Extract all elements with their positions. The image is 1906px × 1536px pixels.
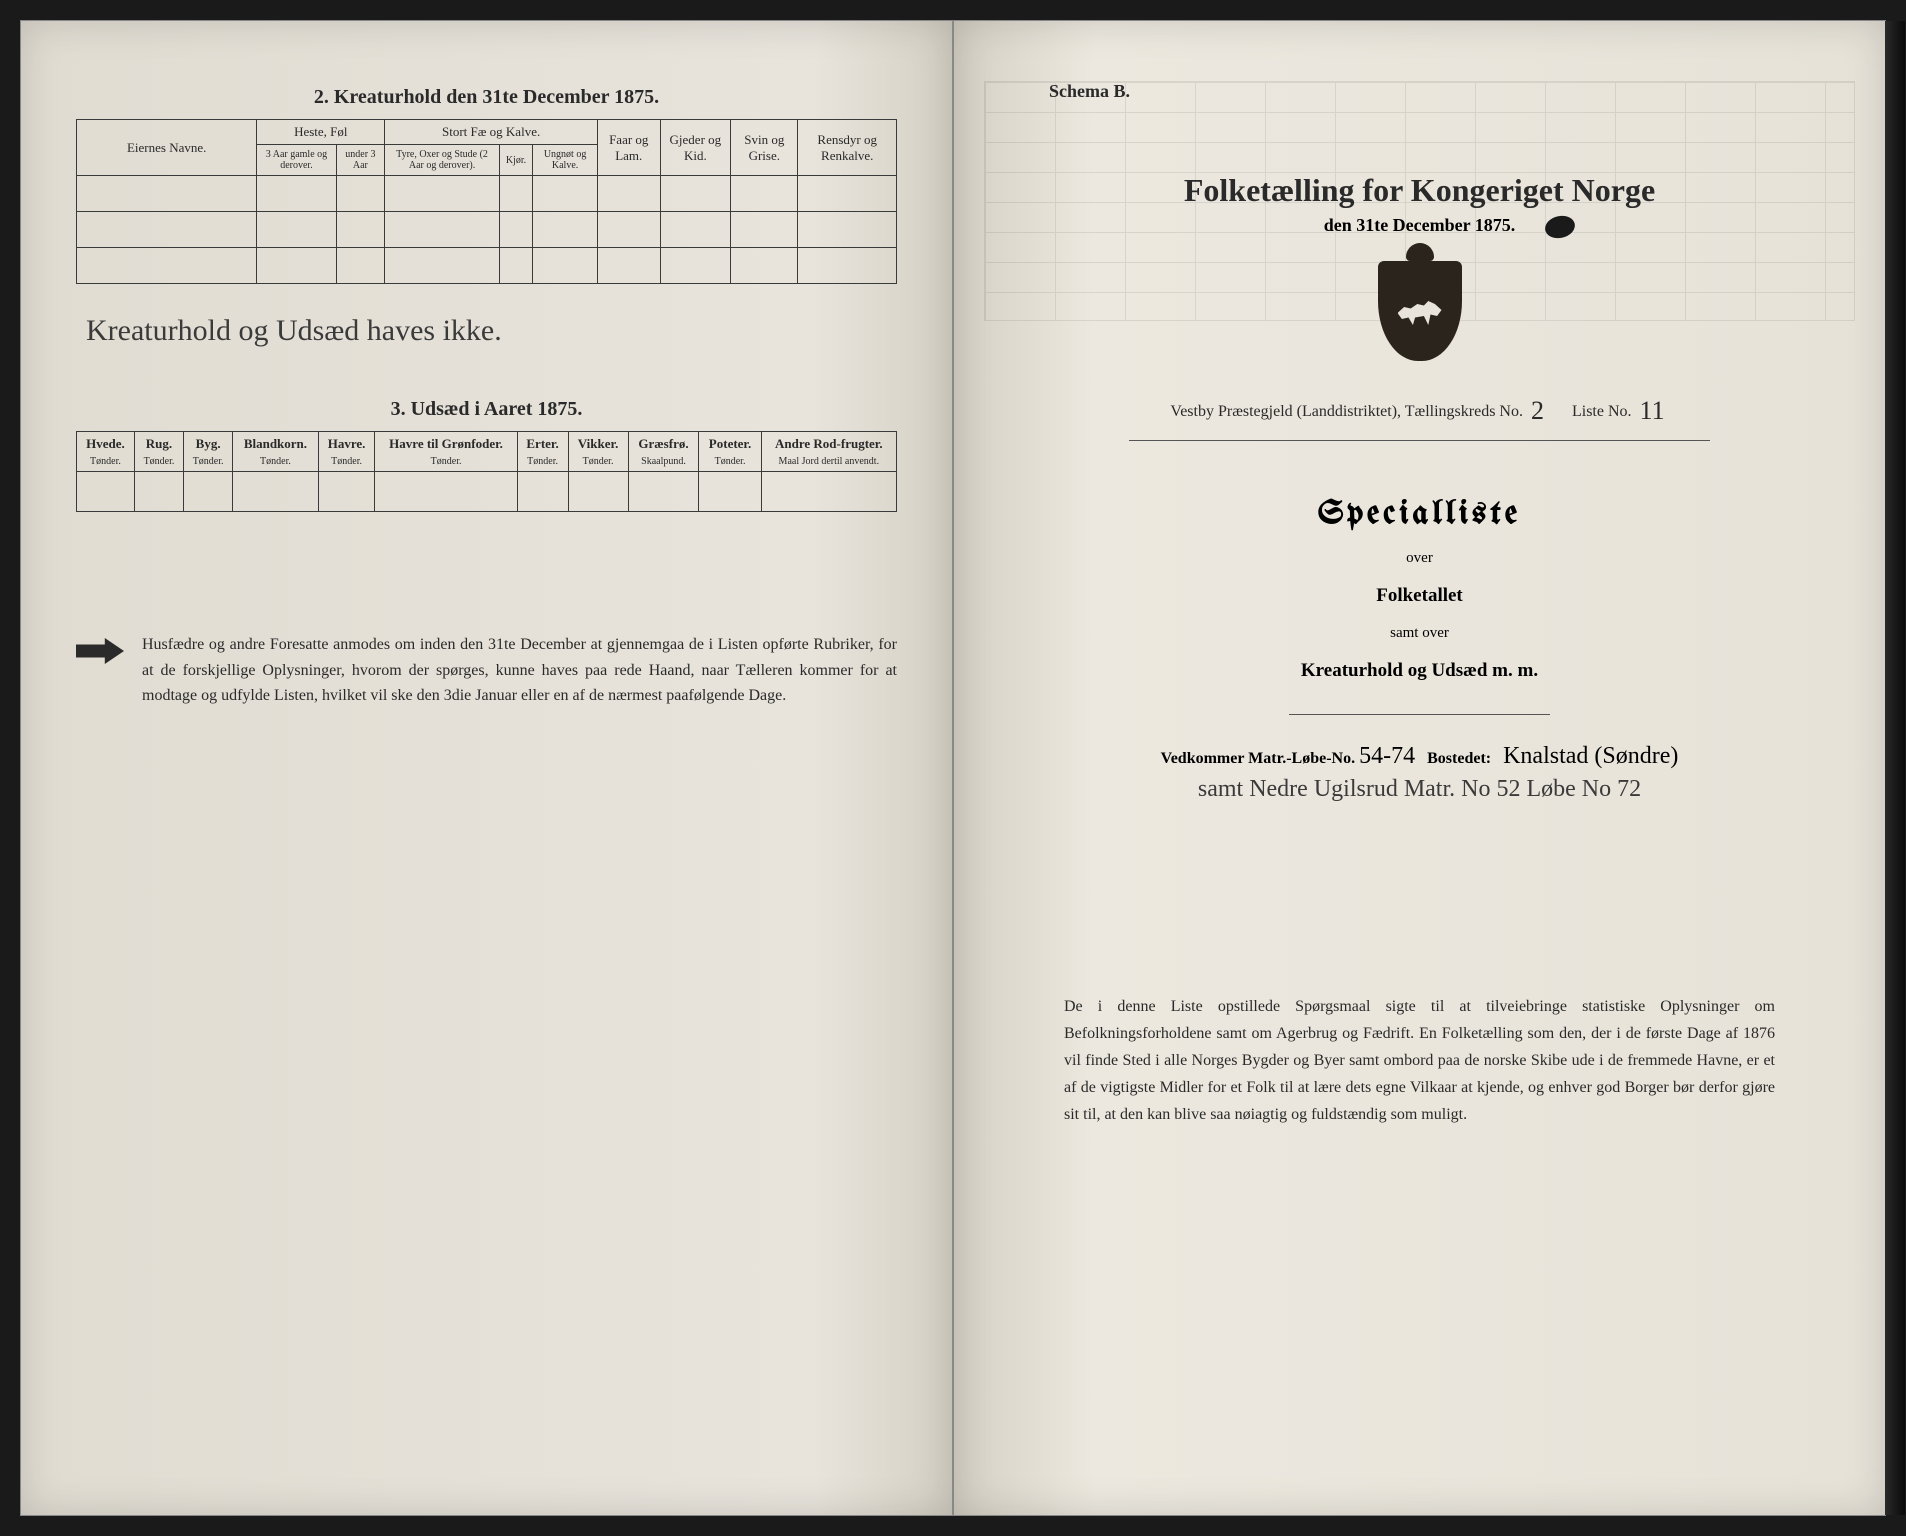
left-footnote: Husfædre og andre Foresatte anmodes om i…: [76, 632, 897, 709]
col-owner: Eiernes Navne.: [77, 120, 257, 176]
section-3-title: 3. Udsæd i Aaret 1875.: [76, 398, 897, 421]
handwritten-note: Kreaturhold og Udsæd haves ikke.: [76, 284, 897, 358]
table-row: [77, 176, 897, 212]
district-line: Vestby Præstegjeld (Landdistriktet), Tæl…: [1009, 396, 1830, 426]
matr-number: 54-74: [1359, 743, 1415, 769]
census-subtitle: den 31te December 1875.: [1009, 215, 1830, 236]
seed-col: Hvede.Tønder.: [77, 432, 135, 472]
col-sheep: Faar og Lam.: [597, 120, 660, 176]
seed-col: Erter.Tønder.: [517, 432, 568, 472]
book-spread: 2. Kreaturhold den 31te December 1875. E…: [20, 20, 1886, 1516]
district-prefix: Vestby Præstegjeld (Landdistriktet), Tæl…: [1170, 403, 1523, 420]
table-row: [77, 248, 897, 284]
district-number: 2: [1527, 396, 1548, 425]
lion-icon: [1398, 295, 1442, 325]
bosted-label: Bostedet:: [1427, 750, 1491, 767]
seed-col: Vikker.Tønder.: [568, 432, 628, 472]
folketallet-label: Folketallet: [1009, 575, 1830, 617]
specialliste-heading: Specialliste: [1009, 496, 1830, 532]
schema-label: Schema B.: [1049, 81, 1830, 102]
page-edge: [1885, 21, 1905, 1515]
col-bulls: Tyre, Oxer og Stude (2 Aar og derover).: [385, 145, 500, 176]
col-horse-3plus: 3 Aar gamle og derover.: [257, 145, 336, 176]
matr-line: Vedkommer Matr.-Løbe-No. 54-74 Bostedet:…: [1009, 743, 1830, 770]
seed-col: Poteter.Tønder.: [699, 432, 761, 472]
specialliste-sub: over Folketallet samt over Kreaturhold o…: [1009, 542, 1830, 692]
col-cows: Kjør.: [499, 145, 532, 176]
right-page: Schema B. Folketælling for Kongeriget No…: [953, 20, 1886, 1516]
coat-of-arms-icon: [1378, 261, 1462, 361]
samt-label: samt over: [1009, 617, 1830, 650]
left-page: 2. Kreaturhold den 31te December 1875. E…: [20, 20, 953, 1516]
over-label: over: [1009, 542, 1830, 575]
seed-col: Andre Rod-frugter.Maal Jord dertil anven…: [761, 432, 896, 472]
kreatur-label: Kreaturhold og Udsæd m. m.: [1009, 650, 1830, 692]
section-2-title: 2. Kreaturhold den 31te December 1875.: [76, 86, 897, 109]
bosted-name: Knalstad (Søndre): [1503, 743, 1678, 769]
seed-table-header: Hvede.Tønder.Rug.Tønder.Byg.Tønder.Bland…: [77, 432, 897, 472]
col-pigs: Svin og Grise.: [731, 120, 798, 176]
col-calves: Ungnøt og Kalve.: [533, 145, 598, 176]
seed-col: Rug.Tønder.: [134, 432, 183, 472]
col-group-cattle: Stort Fæ og Kalve.: [385, 120, 598, 145]
matr-prefix: Vedkommer Matr.-Løbe-No.: [1161, 750, 1356, 767]
table-row: [77, 212, 897, 248]
footnote-text: Husfædre og andre Foresatte anmodes om i…: [142, 632, 897, 709]
seed-col: Byg.Tønder.: [184, 432, 233, 472]
col-horse-under3: under 3 Aar: [336, 145, 385, 176]
seed-col: Blandkorn.Tønder.: [233, 432, 318, 472]
right-footnote: De i denne Liste opstillede Spørgsmaal s…: [1064, 993, 1775, 1129]
seed-col: Havre til Grønfoder.Tønder.: [375, 432, 517, 472]
list-prefix: Liste No.: [1572, 403, 1632, 420]
pointing-hand-icon: [76, 638, 124, 664]
seed-col: Havre.Tønder.: [318, 432, 375, 472]
table-row: [77, 472, 897, 512]
census-title: Folketælling for Kongeriget Norge: [1009, 172, 1830, 209]
list-number: 11: [1636, 396, 1669, 425]
livestock-table: Eiernes Navne. Heste, Føl Stort Fæ og Ka…: [76, 119, 897, 284]
col-goats: Gjeder og Kid.: [660, 120, 731, 176]
matr-line-2: samt Nedre Ugilsrud Matr. No 52 Løbe No …: [1009, 776, 1830, 803]
divider: [1129, 440, 1710, 441]
col-group-horses: Heste, Føl: [257, 120, 385, 145]
col-reindeer: Rensdyr og Renkalve.: [798, 120, 897, 176]
seed-table: Hvede.Tønder.Rug.Tønder.Byg.Tønder.Bland…: [76, 431, 897, 512]
seed-col: Græsfrø.Skaalpund.: [628, 432, 699, 472]
divider: [1289, 714, 1550, 715]
